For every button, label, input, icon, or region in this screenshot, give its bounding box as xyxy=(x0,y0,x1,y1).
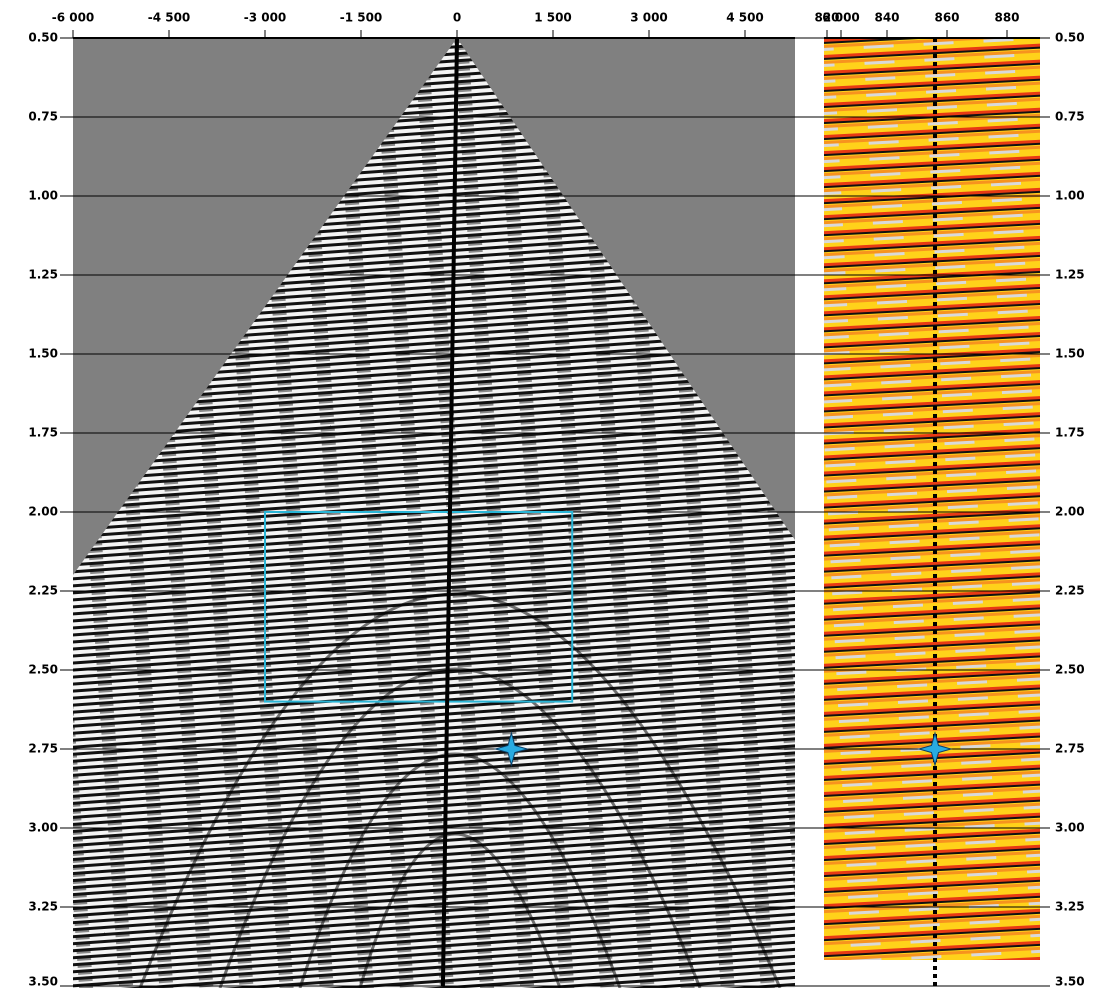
y-tick-label: 0.50 xyxy=(28,31,58,45)
x-tick-label: 820 xyxy=(814,11,839,25)
y-tick-label: 1.00 xyxy=(28,189,58,203)
x-tick-label: -1 500 xyxy=(340,11,383,25)
y-tick-label: 1.50 xyxy=(28,347,58,361)
y-tick-label: 2.25 xyxy=(1055,584,1085,598)
y-tick-label: 1.75 xyxy=(28,426,58,440)
right-panel xyxy=(824,38,1040,960)
y-tick-label: 1.00 xyxy=(1055,189,1085,203)
well-path xyxy=(440,37,459,987)
arc xyxy=(138,592,782,988)
x-tick-label: 840 xyxy=(874,11,899,25)
x-tick-label: 880 xyxy=(994,11,1019,25)
x-tick-label: 6 000 xyxy=(822,11,860,25)
y-tick-label: 3.50 xyxy=(28,975,58,989)
y-tick-label: 2.75 xyxy=(1055,742,1085,756)
arc xyxy=(218,667,702,988)
x-tick-label: -6 000 xyxy=(52,11,95,25)
y-tick-label: 1.25 xyxy=(1055,268,1085,282)
y-tick-label: 3.00 xyxy=(1055,821,1085,835)
y-tick-label: 0.75 xyxy=(28,110,58,124)
y-tick-label: 2.50 xyxy=(1055,663,1085,677)
well-marker xyxy=(493,731,530,767)
y-tick-label: 2.00 xyxy=(28,505,58,519)
x-tick-label: -4 500 xyxy=(148,11,191,25)
x-tick-label: 3 000 xyxy=(630,11,668,25)
zoom-box xyxy=(264,511,574,703)
y-tick-label: 0.75 xyxy=(1055,110,1085,124)
arcs xyxy=(138,592,782,988)
y-tick-label: 0.50 xyxy=(1055,31,1085,45)
y-tick-label: 3.25 xyxy=(28,900,58,914)
x-tick-label: 860 xyxy=(934,11,959,25)
y-tick-label: 1.25 xyxy=(28,268,58,282)
y-tick-label: 1.75 xyxy=(1055,426,1085,440)
y-tick-label: 3.25 xyxy=(1055,900,1085,914)
well-marker xyxy=(917,731,953,767)
arc xyxy=(298,752,622,988)
x-tick-label: 4 500 xyxy=(726,11,764,25)
arc xyxy=(358,832,562,988)
y-tick-label: 3.50 xyxy=(1055,975,1085,989)
y-tick-label: 3.00 xyxy=(28,821,58,835)
y-tick-label: 2.50 xyxy=(28,663,58,677)
x-tick-label: -3 000 xyxy=(244,11,287,25)
left-panel xyxy=(73,38,795,988)
seismic-texture xyxy=(824,38,1040,960)
overlay: 0.50 0.75 1.00 1.25 1.50 1.75 2.00 2.25 2.50 2.75… xyxy=(28,11,1084,989)
y-tick-label: 2.00 xyxy=(1055,505,1085,519)
y-tick-label: 1.50 xyxy=(1055,347,1085,361)
x-tick-label: 0 xyxy=(453,11,461,25)
y-tick-label: 2.75 xyxy=(28,742,58,756)
y-tick-label: 2.25 xyxy=(28,584,58,598)
x-tick-label: 1 500 xyxy=(534,11,572,25)
